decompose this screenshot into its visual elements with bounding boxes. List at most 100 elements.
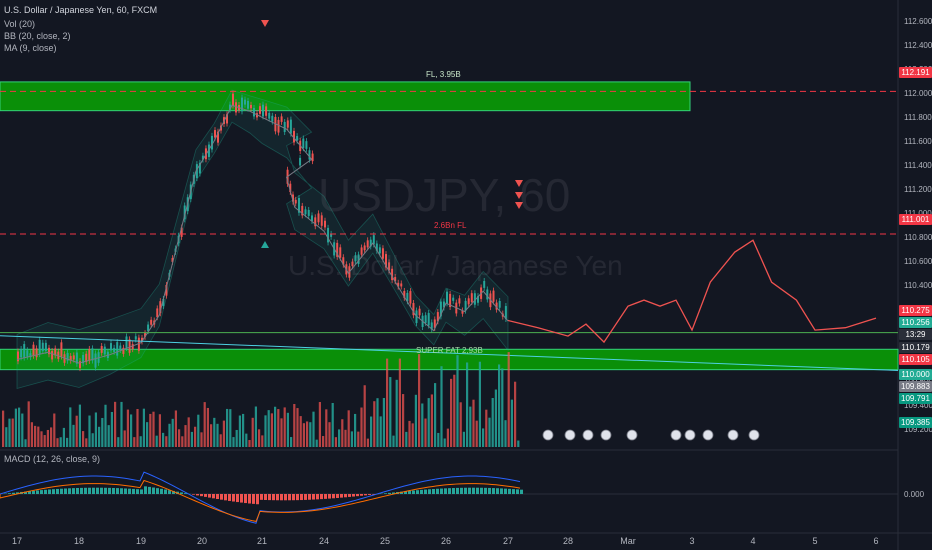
macd-histogram-bar [332, 494, 335, 499]
legend-title[interactable]: U.S. Dollar / Japanese Yen, 60, FXCM [4, 5, 158, 15]
price-axis-label: 111.400 [904, 161, 932, 170]
date-axis-label: 20 [196, 536, 208, 546]
volume-bar [91, 433, 94, 447]
candle-body [357, 254, 360, 264]
volume-bar [306, 421, 309, 447]
macd-histogram-bar [92, 487, 95, 494]
date-axis-label: 5 [812, 536, 818, 546]
volume-bar [299, 416, 302, 447]
volume-bar [354, 413, 357, 447]
volume-bar [200, 432, 203, 447]
volume-bar [318, 402, 321, 447]
volume-bar [62, 427, 65, 447]
macd-histogram-bar [132, 488, 135, 494]
volume-bar [43, 435, 46, 447]
candle-body [75, 352, 78, 364]
legend-ma[interactable]: MA (9, close) [4, 43, 57, 53]
candle-body [439, 301, 442, 317]
volume-bar [485, 409, 488, 447]
event-marker-icon [748, 429, 760, 441]
volume-bar [427, 398, 430, 447]
volume-bar [222, 420, 225, 447]
candle-body [339, 247, 342, 258]
macd-histogram-bar [260, 494, 263, 500]
macd-histogram-bar [516, 489, 519, 494]
event-marker-icon [626, 429, 638, 441]
volume-bar [286, 412, 289, 447]
volume-bar [459, 402, 462, 447]
legend-bollinger[interactable]: BB (20, close, 2) [4, 31, 71, 41]
volume-bar [251, 417, 254, 447]
volume-bar [517, 440, 520, 447]
candle-body [458, 298, 461, 304]
volume-bar [88, 415, 91, 447]
candle-body [381, 248, 384, 259]
candle-body [388, 262, 391, 271]
candle-body [473, 293, 476, 305]
price-tag: 13:29 [899, 329, 932, 340]
volume-bar [366, 438, 369, 447]
macd-histogram-bar [512, 489, 515, 494]
candle-body [277, 119, 280, 133]
volume-bar [168, 423, 171, 447]
volume-bar [440, 366, 443, 447]
volume-bar [245, 433, 248, 447]
candle-body [235, 102, 237, 113]
candle-body [324, 220, 326, 228]
price-tag: 109.883 [899, 381, 932, 392]
volume-bar [347, 410, 350, 447]
macd-histogram-bar [448, 488, 451, 494]
price-axis-label: 110.600 [904, 257, 932, 266]
macd-histogram-bar [8, 493, 11, 494]
macd-histogram-bar [72, 488, 75, 494]
macd-histogram-bar [48, 489, 51, 494]
macd-histogram-bar [104, 487, 107, 494]
candle-body [409, 291, 412, 304]
macd-histogram-bar [156, 488, 159, 494]
volume-bar [174, 410, 177, 447]
price-axis-label: 111.600 [904, 137, 932, 146]
volume-bar [309, 422, 312, 447]
candle-body [477, 296, 479, 303]
macd-histogram-bar [64, 488, 67, 494]
macd-histogram-bar [180, 492, 183, 494]
volume-bar [504, 420, 507, 447]
macd-histogram-bar [236, 494, 239, 503]
volume-bar [507, 352, 510, 447]
volume-bar [437, 432, 440, 447]
candle-body [415, 310, 418, 324]
candle-body [20, 349, 23, 358]
volume-bar [277, 409, 280, 447]
candle-body [351, 261, 354, 267]
candle-body [141, 337, 143, 342]
candle-body [470, 293, 473, 303]
macd-histogram-bar [292, 494, 295, 501]
volume-bar [443, 438, 446, 447]
candle-body [378, 247, 381, 254]
candle-body [210, 135, 213, 150]
macd-histogram-bar [464, 487, 467, 494]
candle-body [294, 199, 297, 204]
volume-bar [155, 435, 158, 447]
macd-histogram-bar [280, 494, 283, 501]
candle-body [128, 339, 131, 353]
legend-macd[interactable]: MACD (12, 26, close, 9) [4, 454, 101, 464]
macd-histogram-bar [392, 492, 395, 494]
main-pane-bg [0, 0, 898, 450]
macd-histogram-bar [168, 490, 171, 494]
price-axis-label: 111.000 [904, 209, 932, 218]
volume-bar [142, 408, 145, 447]
candle-body [310, 215, 313, 222]
volume-bar [379, 416, 382, 447]
arrow-down-icon [261, 20, 269, 27]
volume-bar [162, 432, 165, 447]
event-marker-icon [702, 429, 714, 441]
support-resistance-zone [0, 81, 691, 112]
macd-histogram-bar [248, 494, 251, 504]
date-axis-label: 18 [73, 536, 85, 546]
macd-histogram-bar [432, 488, 435, 494]
macd-histogram-bar [144, 486, 147, 494]
legend-volume[interactable]: Vol (20) [4, 19, 36, 29]
